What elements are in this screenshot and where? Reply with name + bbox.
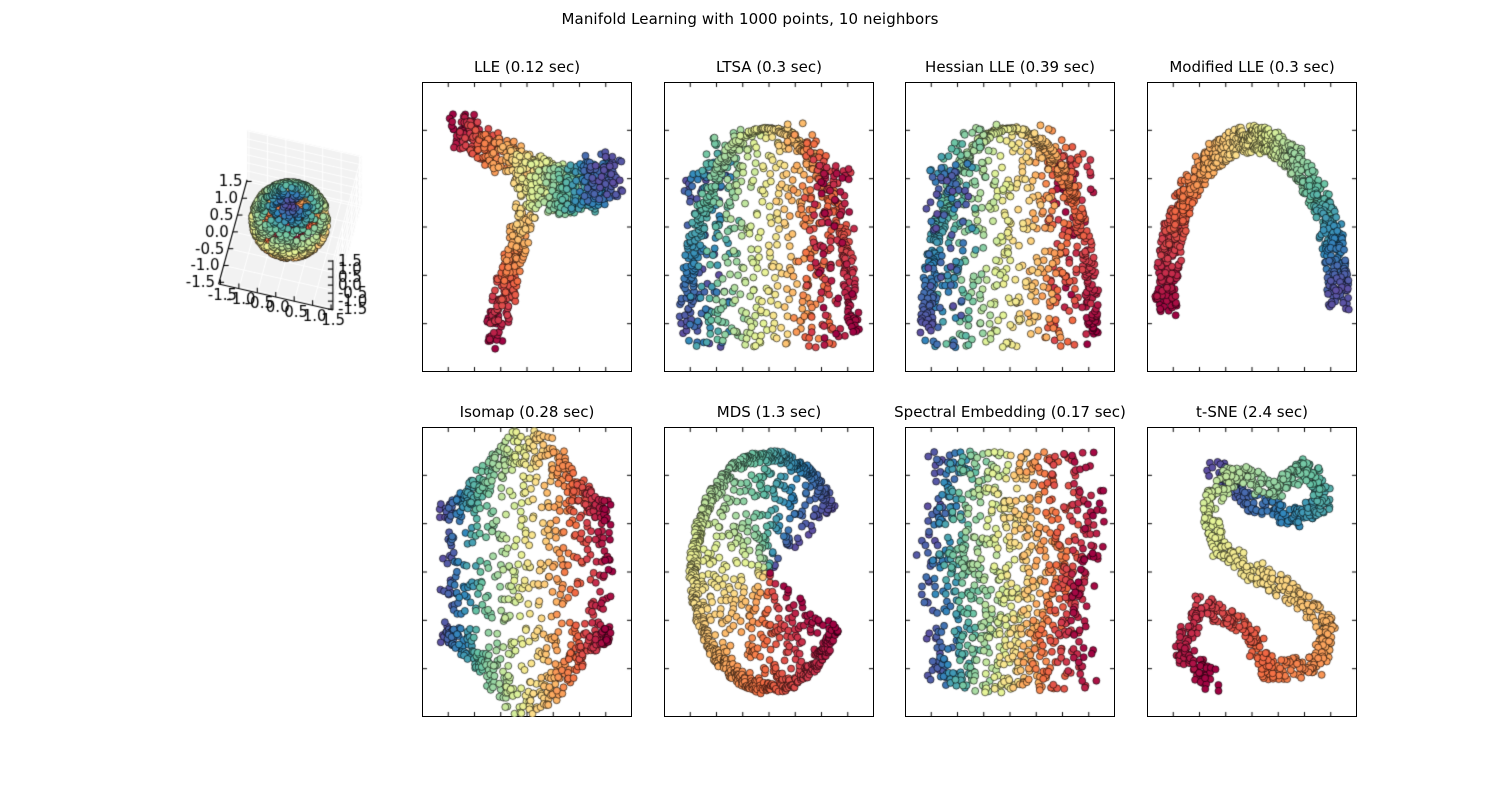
panel-title: LLE (0.12 sec) [473,58,581,76]
panel-title: MDS (1.3 sec) [716,403,822,421]
panel-title: LTSA (0.3 sec) [716,58,822,76]
panel-isomap: Isomap (0.28 sec) [422,403,632,717]
scatter3d-canvas [160,70,430,400]
panel-mds: MDS (1.3 sec) [664,403,874,717]
panel-tsne: t-SNE (2.4 sec) [1147,403,1357,717]
panel-title: t-SNE (2.4 sec) [1196,403,1308,421]
panel-lle: LLE (0.12 sec) [422,58,632,372]
figure-suptitle: Manifold Learning with 1000 points, 10 n… [561,10,939,28]
panel-ltsa: LTSA (0.3 sec) [664,58,874,372]
scatter-canvas [664,427,874,717]
scatter-canvas [905,427,1115,717]
panel-title: Spectral Embedding (0.17 sec) [894,403,1126,421]
panel-modified-lle: Modified LLE (0.3 sec) [1147,58,1357,372]
panel-title: Isomap (0.28 sec) [459,403,595,421]
scatter-canvas [422,427,632,717]
scatter-canvas [664,82,874,372]
scatter-canvas [422,82,632,372]
scatter-canvas [905,82,1115,372]
panel-title: Modified LLE (0.3 sec) [1169,58,1335,76]
panel-spectral-embedding: Spectral Embedding (0.17 sec) [894,403,1126,717]
panel-hessian-lle: Hessian LLE (0.39 sec) [905,58,1115,372]
scatter-canvas [1147,427,1357,717]
panel-original-3d [160,70,430,400]
scatter-canvas [1147,82,1357,372]
panel-title: Hessian LLE (0.39 sec) [925,58,1095,76]
